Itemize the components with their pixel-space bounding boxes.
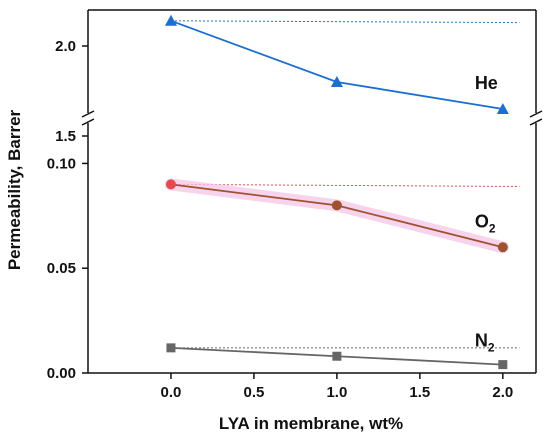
n2-point — [166, 343, 176, 353]
series-layer: He O2 N2 — [164, 14, 509, 370]
y-tick-label: 0.05 — [47, 260, 76, 277]
chart-frame — [81, 9, 543, 374]
n2-point — [498, 360, 508, 370]
axis-break-left-b — [81, 118, 95, 126]
x-tick-label: 1.5 — [409, 384, 430, 401]
he-reference-line — [170, 20, 520, 24]
reference-lines — [170, 20, 520, 349]
he-point — [496, 103, 509, 114]
o2-series-label: O2 — [475, 211, 496, 235]
o2-point — [331, 200, 342, 211]
axis-break-left-a — [81, 110, 95, 118]
o2-point — [497, 242, 508, 253]
n2-series-label: N2 — [475, 331, 495, 355]
axis-break-right-b — [529, 118, 543, 126]
y-tick-label: 2.0 — [55, 38, 76, 55]
y-axis-title: Permeability, Barrer — [5, 109, 24, 270]
y-tick-label: 0.10 — [47, 155, 76, 172]
he-series-label: He — [475, 73, 498, 93]
axis-break-right-a — [529, 110, 543, 118]
y-tick-label: 1.5 — [55, 128, 76, 145]
o2-point — [165, 179, 176, 190]
x-tick-label: 0.0 — [161, 384, 182, 401]
n2-point — [332, 351, 342, 361]
x-tick-label: 1.0 — [326, 384, 347, 401]
o2-band — [164, 178, 509, 254]
he-line — [170, 19, 503, 110]
he-point — [164, 14, 177, 26]
y-tick-label: 0.00 — [47, 365, 76, 382]
x-tick-label: 0.5 — [243, 384, 264, 401]
x-axis-title: LYA in membrane, wt% — [219, 414, 403, 433]
he-point — [330, 76, 343, 87]
x-tick-label: 2.0 — [492, 384, 513, 401]
tick-layer: 0.0 0.5 1.0 1.5 2.0 2.0 1.5 0.10 0.05 0.00 — [47, 38, 513, 401]
